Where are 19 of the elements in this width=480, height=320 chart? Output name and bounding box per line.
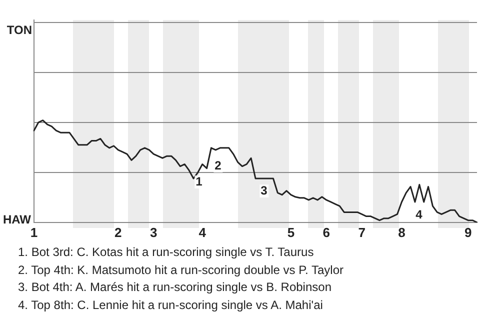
- annotation: 1: [194, 174, 204, 188]
- x-tick-label: 7: [358, 224, 366, 240]
- x-tick-label: 8: [398, 224, 406, 240]
- text: 3. Bot 4th: A. Marés hit a run-scoring single vs B. Robinson: [18, 279, 332, 296]
- annotation: 4: [414, 208, 424, 222]
- x-tick-label: 3: [150, 224, 158, 240]
- text: 2. Top 4th: K. Matsumoto hit a run-scoring double vs P. Taylor: [18, 262, 344, 278]
- x-tick-label: 4: [198, 224, 207, 240]
- x-tick-label: 5: [287, 224, 295, 240]
- text: HAW: [2, 212, 32, 226]
- x-tick-label: 6: [322, 224, 330, 240]
- text: 4. Top 8th: C. Lennie hit a run-scoring single vs A. Mahi'ai: [18, 296, 324, 314]
- x-tick-label: 1: [30, 224, 38, 240]
- annotation: 3: [260, 184, 268, 198]
- text: 1. Bot 3rd: C. Kotas hit a run-scoring single vs T. Taurus: [18, 244, 315, 261]
- ref-line-label: TON: [6, 22, 32, 37]
- x-tick-label: 9: [464, 224, 472, 240]
- annotation: 2: [214, 158, 222, 172]
- x-tick-label: 2: [114, 224, 122, 240]
